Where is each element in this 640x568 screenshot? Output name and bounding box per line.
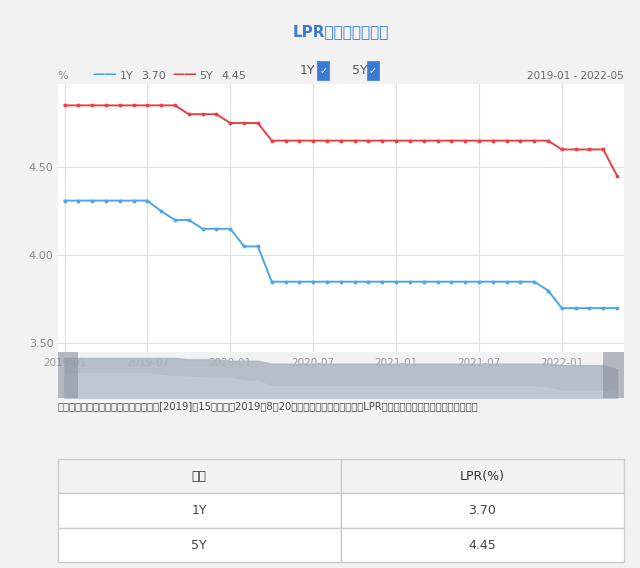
Text: 1Y: 1Y: [120, 72, 133, 81]
FancyBboxPatch shape: [367, 61, 380, 80]
Bar: [58, 352, 78, 398]
Text: 5Y: 5Y: [200, 72, 213, 81]
Text: 2019-01 - 2022-05: 2019-01 - 2022-05: [527, 72, 624, 81]
Text: 4.45: 4.45: [221, 72, 246, 81]
Text: ——: ——: [93, 68, 118, 81]
FancyBboxPatch shape: [317, 61, 330, 80]
Text: 3.70: 3.70: [141, 72, 166, 81]
Text: ✓: ✓: [369, 65, 377, 76]
Text: %: %: [58, 72, 68, 81]
Text: 注：根据《中国人民银行公告》（公告[2019]第15号），自2019年8月20日起，贷款市场报价利率（LPR）按新的形成机制报价并计算得出。: 注：根据《中国人民银行公告》（公告[2019]第15号），自2019年8月20日…: [58, 401, 478, 411]
Text: ——: ——: [173, 68, 198, 81]
Bar: [604, 352, 624, 398]
Text: 5Y: 5Y: [352, 64, 368, 77]
Text: ✓: ✓: [319, 65, 327, 76]
Text: LPR品种历史走势图: LPR品种历史走势图: [292, 24, 389, 39]
Text: 1Y: 1Y: [300, 64, 316, 77]
